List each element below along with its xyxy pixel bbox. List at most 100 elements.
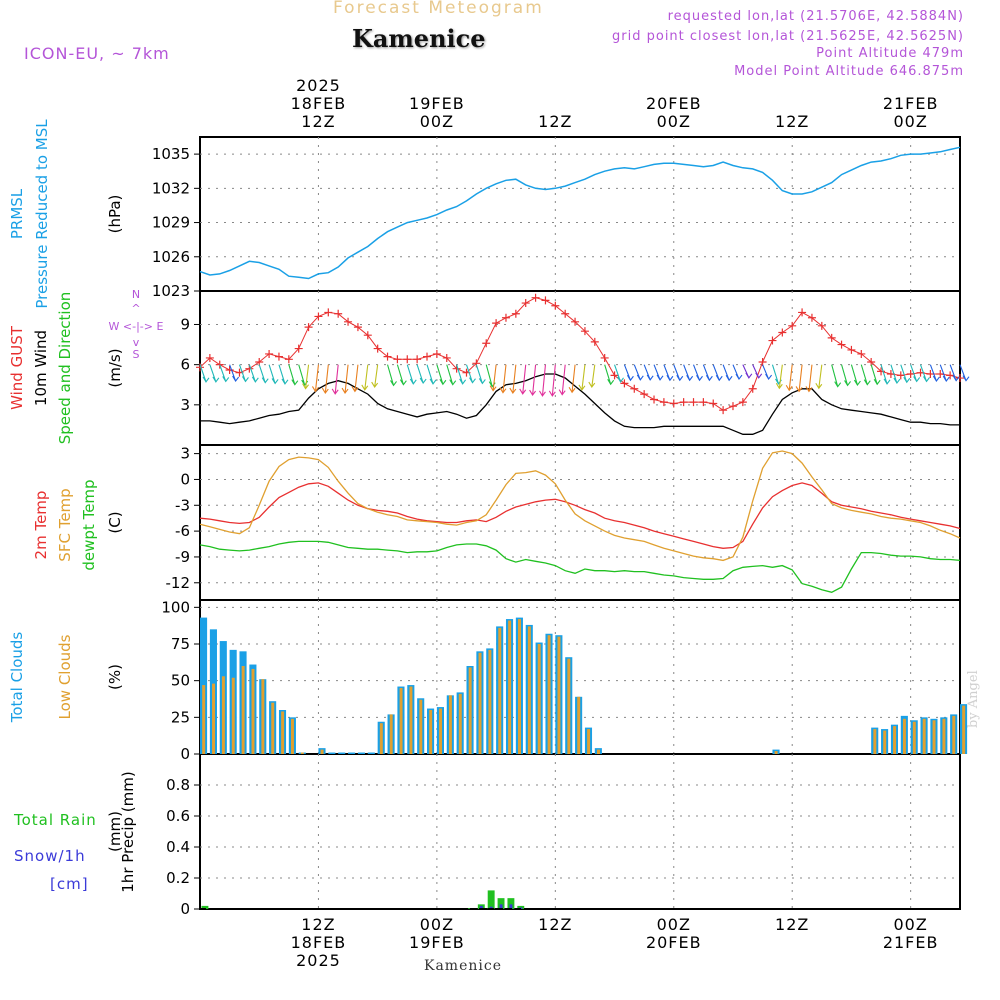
- gust-marker: [561, 309, 570, 318]
- top-time-label: 18FEB: [291, 94, 347, 113]
- wind-direction-arrow: [623, 364, 634, 382]
- unit-label: (hPa): [106, 195, 124, 234]
- model-point-altitude: Model Point Altitude 646.875m: [734, 64, 964, 79]
- top-time-label: 20FEB: [646, 94, 702, 113]
- wind-direction-arrow: [785, 364, 793, 392]
- gust-marker: [738, 398, 747, 407]
- top-time-label: 21FEB: [883, 94, 939, 113]
- y-tick-label: -3: [175, 496, 190, 514]
- wind-direction-arrow: [949, 364, 960, 382]
- gust-marker: [620, 379, 629, 388]
- low-cloud-bar: [231, 677, 235, 754]
- low-cloud-bar: [893, 726, 897, 754]
- low-cloud-bar: [922, 718, 926, 754]
- gust-marker: [571, 317, 580, 326]
- wind-direction-arrow: [321, 364, 329, 395]
- y-tick-label: 1026: [152, 248, 190, 266]
- gust-marker: [847, 345, 856, 354]
- rain-legend: Total Rain: [13, 811, 97, 829]
- low-cloud-bar: [409, 686, 413, 754]
- panel-frame: [199, 753, 961, 910]
- snow-bar: [479, 905, 483, 909]
- snow-bar: [499, 904, 503, 909]
- footer-station-name: Kamenice: [424, 958, 502, 974]
- rain-bar: [507, 898, 515, 909]
- top-time-label: 12Z: [538, 112, 572, 131]
- low-cloud-bar: [596, 749, 600, 754]
- low-cloud-bar: [932, 720, 936, 754]
- unit-label: (C): [106, 511, 124, 533]
- y-tick-label: -6: [175, 522, 190, 540]
- wind-direction-arrow: [238, 364, 249, 383]
- gust-marker: [265, 349, 274, 358]
- y-tick-label: 0.2: [166, 869, 190, 887]
- wind-direction-arrow: [673, 364, 684, 382]
- wind-direction-arrow: [268, 364, 279, 385]
- wind-direction-arrow: [910, 364, 921, 383]
- temp-series-2: [199, 540, 961, 593]
- pressure-line: [199, 146, 961, 280]
- gust-marker: [946, 371, 955, 380]
- snow-bar: [509, 904, 513, 909]
- y-tick-label: 75: [171, 635, 190, 653]
- gust-label: Wind GUST: [8, 325, 26, 410]
- wind-direction-arrow: [499, 364, 507, 394]
- low-cloud-bar: [241, 666, 245, 754]
- wind-direction-arrow: [752, 364, 763, 379]
- gust-marker: [798, 308, 807, 317]
- total-cloud-bar: [338, 752, 346, 754]
- wind-direction-arrow: [643, 364, 654, 381]
- low-cloud-bar: [498, 627, 502, 754]
- wind-direction-arrow: [920, 364, 930, 383]
- gust-marker: [728, 402, 737, 411]
- gust-marker: [314, 312, 323, 321]
- gust-marker: [334, 309, 343, 318]
- wind-direction-arrow: [341, 364, 349, 395]
- top-time-label: 12Z: [301, 112, 335, 131]
- panel-pressure: 1023 1026 1029 1032 1035 (hPa): [106, 136, 961, 300]
- low-cloud-bar: [962, 705, 966, 754]
- gust-marker: [363, 331, 372, 340]
- low-cloud-bar: [577, 696, 581, 754]
- low-cloud-bar: [873, 729, 877, 754]
- wind-direction-arrow: [475, 364, 486, 385]
- gust-marker: [867, 357, 876, 366]
- gust-marker: [827, 333, 836, 342]
- wind-direction-arrow: [436, 364, 447, 386]
- y-tick-label: 6: [180, 356, 190, 374]
- chart-title: Forecast Meteogram: [333, 0, 544, 18]
- gust-marker: [580, 327, 589, 336]
- bottom-time-label: 12Z: [538, 915, 572, 934]
- gust-marker: [956, 374, 964, 383]
- sfc-temp-label: SFC Temp: [56, 488, 74, 561]
- bottom-time-label: 21FEB: [883, 933, 939, 952]
- wind-direction-arrow: [795, 364, 803, 393]
- wind-direction-arrow: [538, 364, 547, 397]
- gust-marker: [294, 344, 303, 353]
- point-altitude: Point Altitude 479m: [816, 46, 964, 61]
- pressure-label: Pressure Reduced to MSL: [33, 119, 51, 309]
- gust-marker: [432, 349, 441, 358]
- y-tick-label: 100: [161, 598, 190, 616]
- wind-direction-arrow: [278, 364, 289, 385]
- snow-legend: Snow/1h: [14, 847, 86, 865]
- gust-marker: [353, 323, 362, 332]
- gust-marker: [324, 308, 333, 317]
- gust-marker: [274, 352, 283, 361]
- compass-north: N: [132, 288, 140, 301]
- gust-marker: [442, 353, 451, 362]
- wind-direction-arrow: [702, 364, 713, 382]
- wind-direction-arrow: [692, 364, 703, 382]
- bottom-time-label: 19FEB: [409, 933, 465, 952]
- low-cloud-bar: [439, 708, 443, 754]
- total-cloud-bar: [357, 752, 366, 754]
- low-cloud-bar: [468, 667, 472, 754]
- gust-marker: [304, 323, 313, 332]
- bottom-time-label: 00Z: [657, 915, 691, 934]
- top-time-label: 00Z: [420, 112, 454, 131]
- gust-marker: [501, 313, 510, 322]
- total-cloud-bar: [348, 752, 356, 754]
- wind-direction-arrow: [890, 364, 901, 385]
- wind-direction-arrow: [722, 364, 733, 382]
- gust-marker: [610, 371, 619, 380]
